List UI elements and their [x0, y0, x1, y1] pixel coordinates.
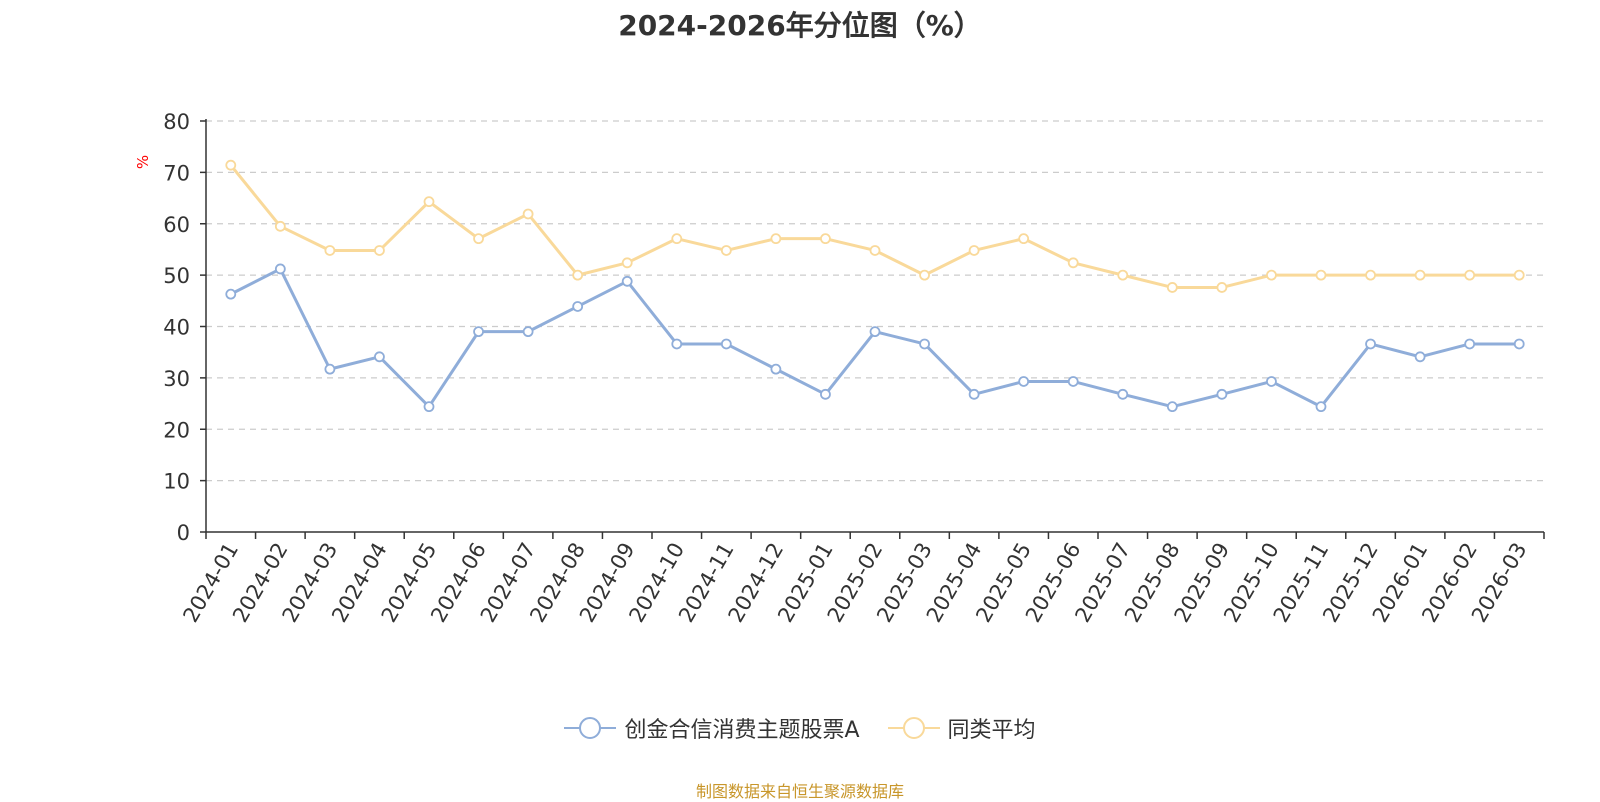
gridlines	[206, 120, 1544, 482]
data-point	[869, 326, 881, 338]
y-tick-label: 70	[163, 161, 190, 185]
data-point	[572, 269, 584, 281]
data-point	[473, 233, 484, 245]
series-line-1	[230, 267, 1520, 409]
data-point	[820, 388, 831, 400]
data-point	[1315, 269, 1327, 281]
y-tick-label: 80	[163, 110, 190, 134]
data-point	[522, 208, 534, 220]
data-point	[1018, 233, 1030, 245]
data-point	[572, 301, 584, 312]
data-point	[968, 388, 980, 400]
data-point	[274, 263, 286, 275]
data-point	[225, 159, 237, 171]
data-point	[919, 338, 930, 350]
y-tick-label: 60	[163, 213, 190, 237]
data-point	[621, 275, 633, 287]
y-tick-label: 40	[163, 316, 190, 340]
data-point	[522, 326, 534, 338]
data-point	[1067, 376, 1079, 387]
data-point	[1018, 376, 1030, 387]
data-point	[423, 196, 435, 208]
data-point	[1365, 338, 1376, 350]
data-point	[324, 363, 336, 375]
data-point	[770, 363, 782, 375]
data-point	[1166, 282, 1178, 293]
series-1	[225, 263, 1525, 413]
source-note: 制图数据来自恒生聚源数据库	[695, 782, 904, 801]
axes: 01020304050607080%2024-012024-022024-032…	[134, 110, 1545, 626]
data-point	[1266, 269, 1277, 281]
y-tick-label: 10	[163, 470, 190, 494]
data-point	[423, 401, 435, 413]
data-point	[324, 245, 336, 256]
data-point	[1464, 269, 1476, 281]
data-point	[1365, 269, 1376, 281]
data-point	[1216, 282, 1228, 293]
data-point	[1216, 388, 1228, 400]
legend-marker-series-2	[887, 717, 940, 739]
data-point	[1117, 388, 1129, 400]
data-point	[1414, 351, 1426, 363]
data-point	[374, 351, 385, 363]
chart-title: 2024-2026年分位图（%）	[618, 9, 982, 42]
series-2	[225, 159, 1525, 293]
series-lines	[225, 159, 1525, 413]
data-point	[473, 326, 484, 338]
y-axis-label: %	[134, 155, 152, 169]
y-tick-label: 50	[163, 264, 190, 288]
data-point	[770, 233, 782, 245]
data-point	[671, 338, 683, 350]
legend: 创金合信消费主题股票A 同类平均	[0, 712, 1600, 744]
data-point	[225, 288, 237, 300]
data-point	[1513, 269, 1525, 281]
data-point	[621, 257, 633, 269]
data-point	[1117, 269, 1129, 281]
y-tick-label: 30	[163, 367, 190, 391]
data-point	[1513, 338, 1525, 350]
y-tick-label: 20	[163, 418, 190, 442]
legend-item-series-1[interactable]: 创金合信消费主题股票A	[564, 712, 860, 744]
data-point	[374, 245, 385, 256]
y-tick-label: 0	[177, 521, 190, 545]
data-point	[968, 245, 980, 256]
data-point	[1067, 257, 1079, 269]
data-point	[720, 338, 732, 350]
data-point	[720, 245, 732, 256]
legend-item-series-2[interactable]: 同类平均	[887, 712, 1036, 744]
data-point	[1414, 269, 1426, 281]
data-point	[1266, 376, 1277, 387]
data-point	[869, 245, 881, 256]
legend-label-series-1: 创金合信消费主题股票A	[624, 718, 860, 743]
legend-marker-series-1	[564, 717, 617, 739]
data-point	[1464, 338, 1476, 350]
data-point	[919, 269, 930, 281]
series-line-2	[229, 164, 1520, 289]
data-point	[1315, 401, 1327, 413]
data-point	[820, 233, 831, 245]
data-point	[671, 233, 683, 245]
legend-label-series-2: 同类平均	[947, 718, 1036, 743]
data-point	[1166, 401, 1178, 413]
data-point	[274, 220, 286, 232]
